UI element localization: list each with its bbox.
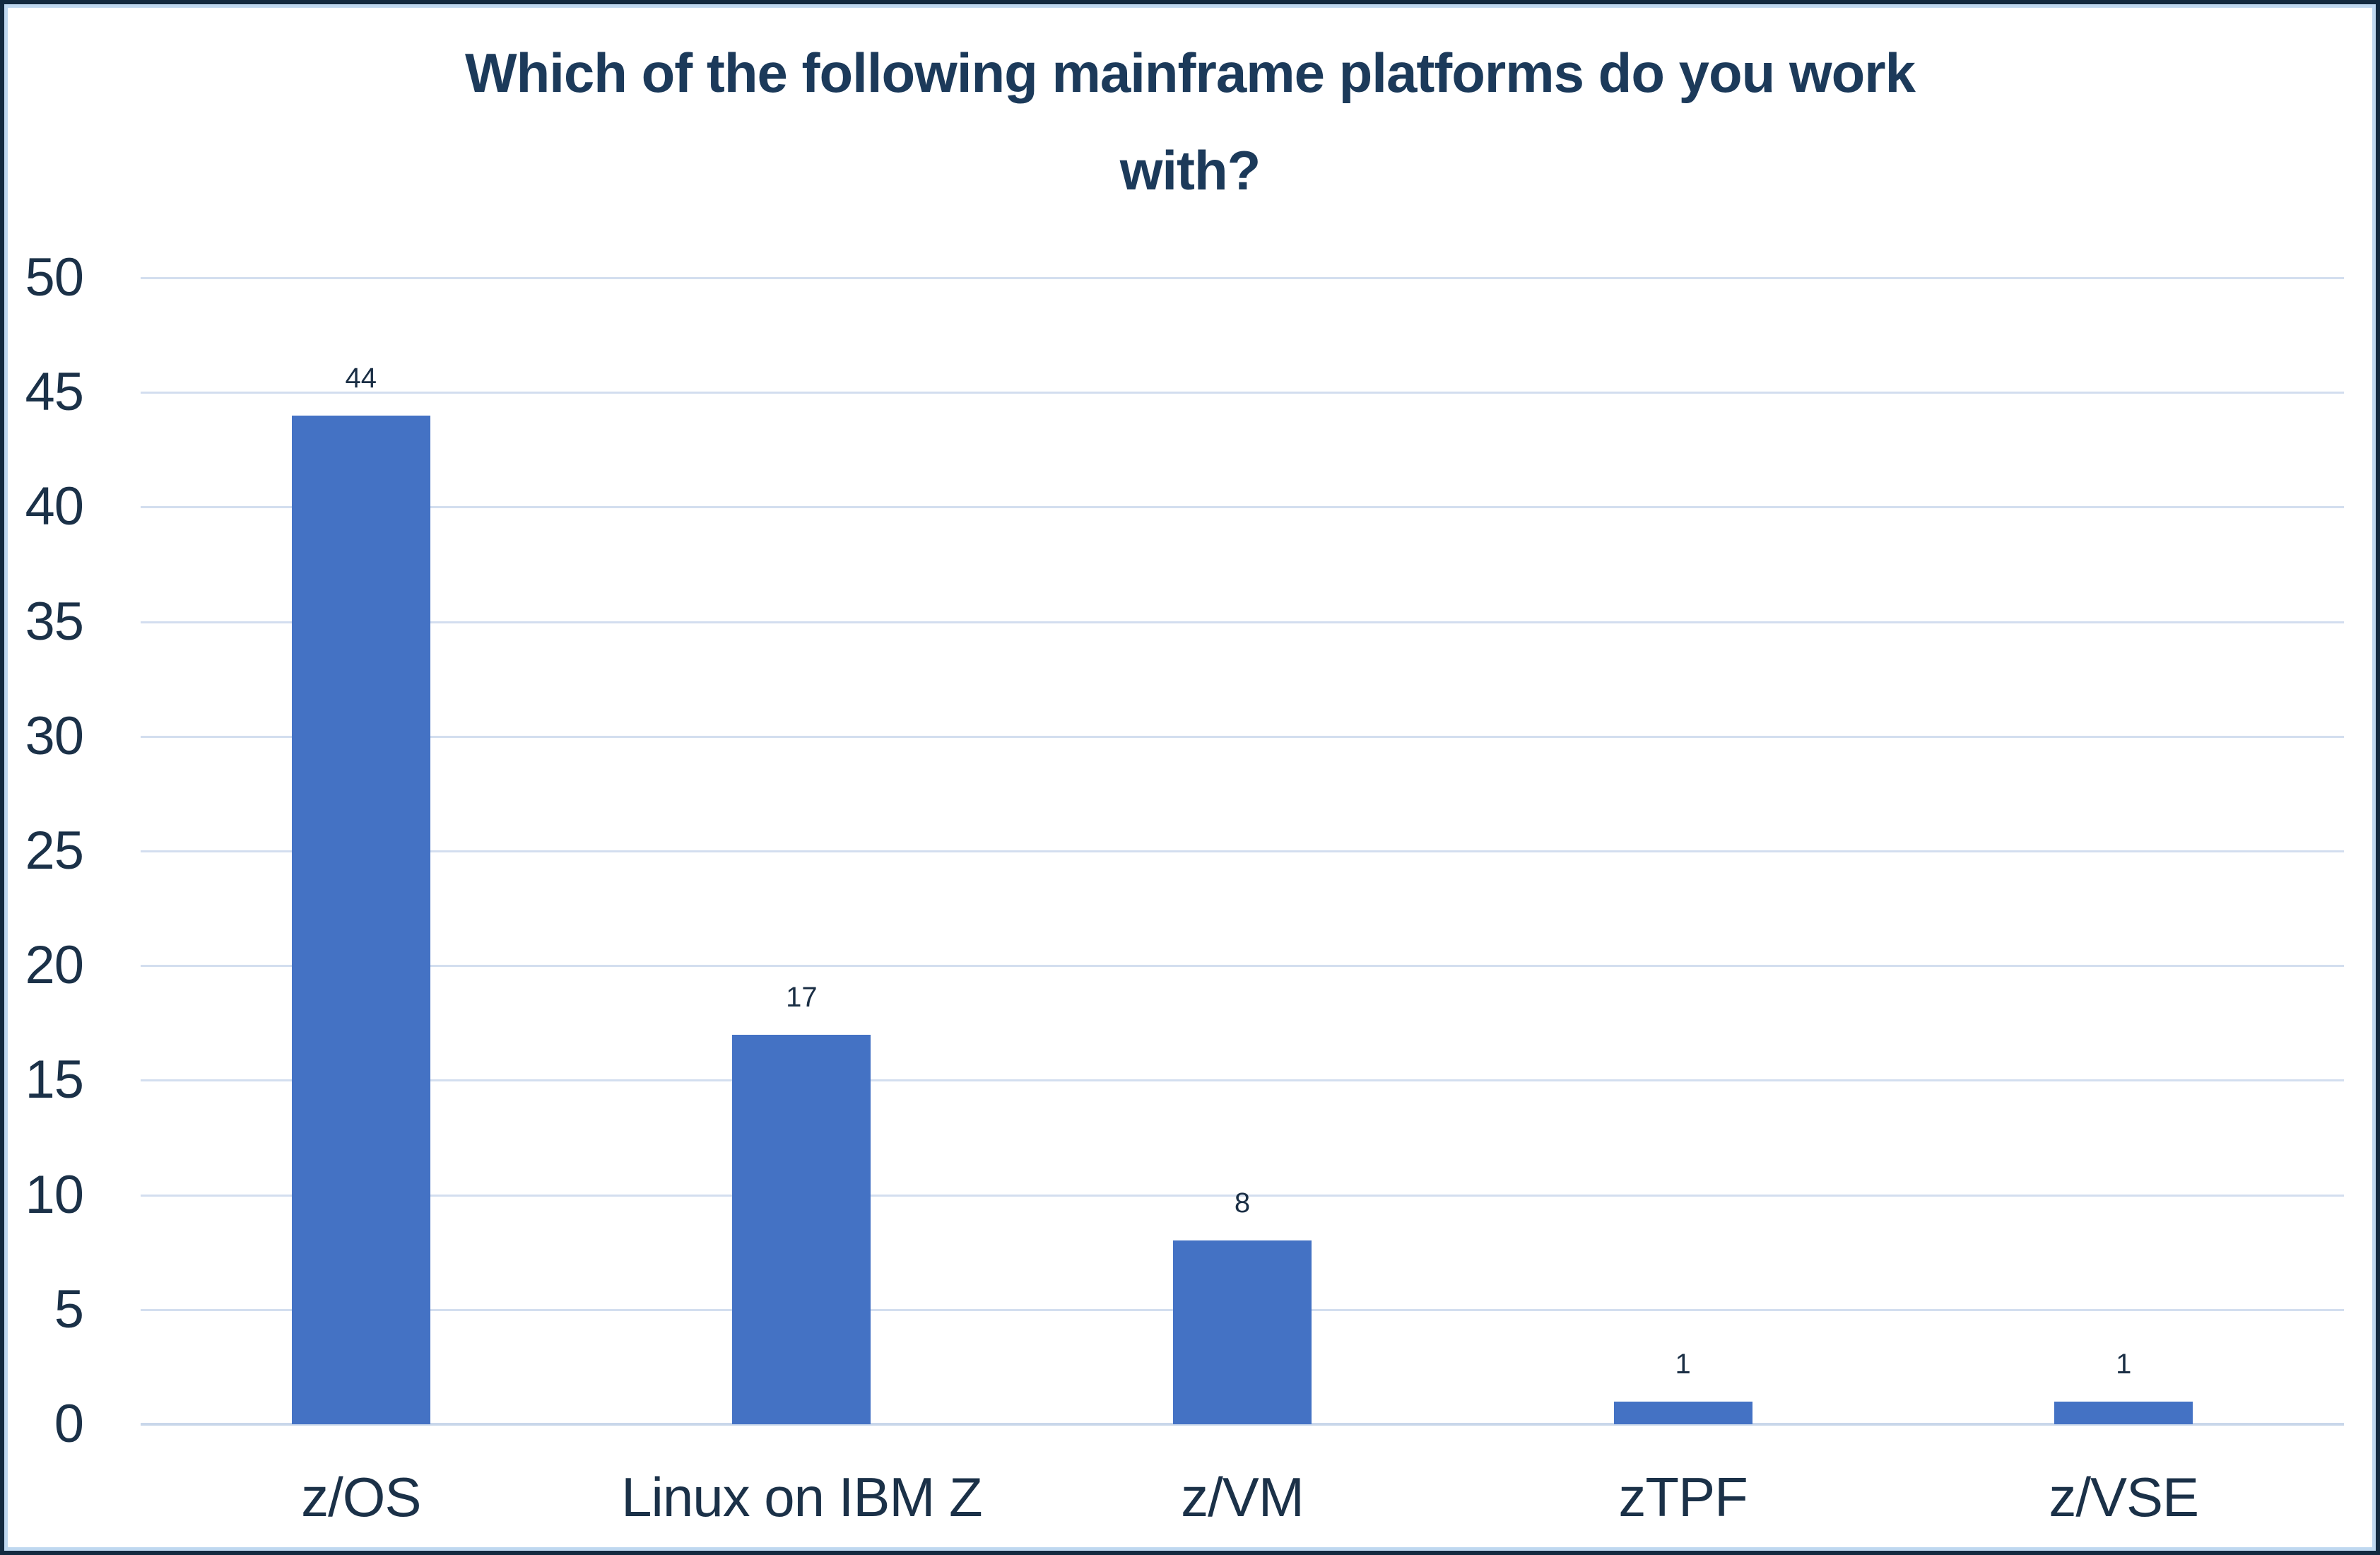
y-tick-label: 50 bbox=[25, 247, 84, 307]
plot-area: 44 17 8 1 1 bbox=[4, 4, 2376, 1551]
value-label: 8 bbox=[1234, 1187, 1251, 1219]
bar-z-vse bbox=[2054, 1401, 2193, 1424]
x-axis: z/OS Linux on IBM Z z/VM zTPF z/VSE bbox=[4, 4, 2376, 1551]
gridline bbox=[141, 1079, 2344, 1082]
y-tick-label: 30 bbox=[25, 705, 84, 766]
value-label: 1 bbox=[1675, 1348, 1691, 1380]
chart-title-line-1: Which of the following mainframe platfor… bbox=[464, 42, 1916, 104]
chart-title-line-2: with? bbox=[1119, 139, 1261, 201]
bar-z-os bbox=[291, 415, 430, 1424]
value-label: 1 bbox=[2116, 1348, 2132, 1380]
y-tick-label: 35 bbox=[25, 591, 84, 652]
gridline bbox=[141, 1194, 2344, 1197]
gridline bbox=[141, 506, 2344, 509]
y-tick-label: 0 bbox=[54, 1394, 84, 1454]
gridline bbox=[141, 621, 2344, 623]
y-tick-label: 45 bbox=[25, 362, 84, 423]
y-tick-label: 40 bbox=[25, 476, 84, 537]
y-axis: 0 5 10 15 20 25 30 35 40 45 50 bbox=[4, 4, 2376, 1551]
bar-ztpf bbox=[1613, 1401, 1752, 1424]
value-label: 44 bbox=[345, 362, 377, 394]
value-label: 17 bbox=[786, 981, 818, 1013]
x-category-label: z/VM bbox=[1181, 1466, 1304, 1528]
bar-linux-on-ibm-z bbox=[732, 1034, 871, 1424]
gridline bbox=[141, 965, 2344, 968]
gridline bbox=[141, 735, 2344, 738]
x-axis-baseline bbox=[141, 1423, 2344, 1426]
x-category-label: Linux on IBM Z bbox=[621, 1466, 983, 1528]
x-category-label: zTPF bbox=[1618, 1466, 1748, 1528]
gridline bbox=[141, 850, 2344, 852]
x-category-label: z/OS bbox=[301, 1466, 421, 1528]
gridline bbox=[141, 392, 2344, 394]
y-tick-label: 20 bbox=[25, 935, 84, 996]
y-tick-label: 15 bbox=[25, 1050, 84, 1110]
chart-title: Which of the following mainframe platfor… bbox=[4, 24, 2376, 219]
gridline bbox=[141, 277, 2344, 279]
y-tick-label: 25 bbox=[25, 821, 84, 881]
bar-z-vm bbox=[1173, 1240, 1312, 1424]
y-tick-label: 5 bbox=[54, 1279, 84, 1339]
y-tick-label: 10 bbox=[25, 1164, 84, 1225]
x-category-label: z/VSE bbox=[2049, 1466, 2199, 1528]
